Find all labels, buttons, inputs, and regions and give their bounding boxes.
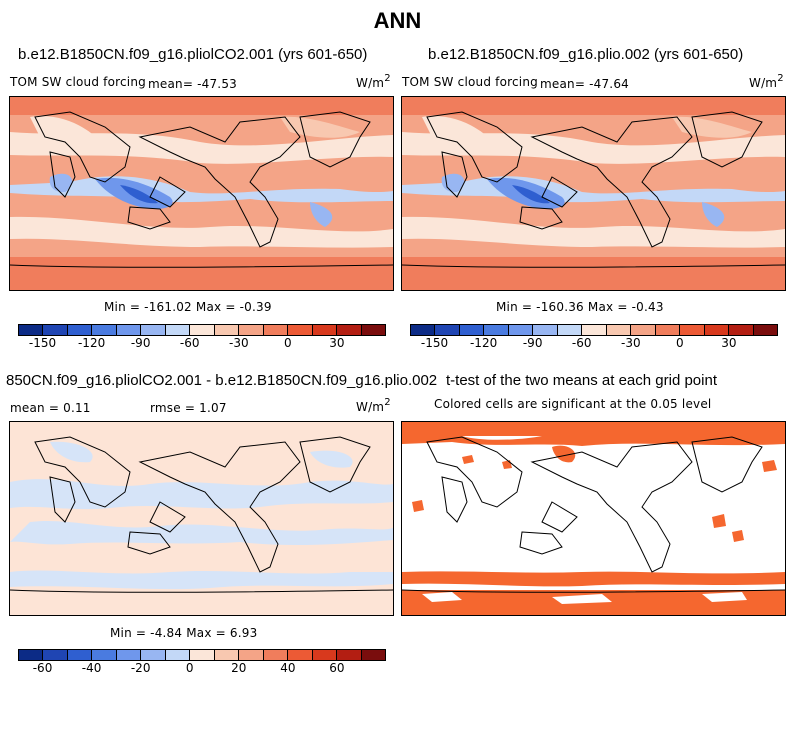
colorbar-swatch	[141, 650, 166, 660]
panel-title-bottom-left: 850CN.f09_g16.pliolCO2.001 - b.e12.B1850…	[6, 372, 438, 389]
colorbar-swatch	[67, 325, 93, 335]
panel-title-top-left: b.e12.B1850CN.f09_g16.pliolCO2.001 (yrs …	[18, 46, 368, 63]
figure-title: ANN	[373, 8, 422, 33]
colorbar-tick-label: -40	[81, 661, 102, 675]
colorbar-tick-label: 30	[329, 336, 345, 350]
colorbar-tick-label: -90	[522, 336, 543, 350]
colorbar-swatch	[288, 325, 313, 335]
rmse-label-bottom-left: rmse = 1.07	[150, 401, 227, 415]
map-diff-svg	[10, 422, 393, 615]
colorbar-swatch	[655, 325, 681, 335]
colorbar-tick-label: 0	[676, 336, 684, 350]
colorbar-ticks-top-left: -150 -120 -90 -60 -30 0 30	[18, 336, 384, 352]
minmax-label-top-right: Min = -160.36 Max = -0.43	[496, 300, 664, 314]
colorbar-swatch	[263, 325, 289, 335]
panel-title-bottom-right: t-test of the two means at each grid poi…	[446, 372, 717, 389]
colorbar-swatch	[312, 325, 338, 335]
colorbar-swatch	[19, 650, 44, 660]
colorbar-field-top-right	[410, 324, 778, 336]
colorbar-tick-label: -60	[571, 336, 592, 350]
colorbar-swatch	[631, 325, 656, 335]
colorbar-tick-label: 0	[185, 661, 194, 675]
colorbar-swatch	[239, 325, 264, 335]
colorbar-tick-label: 20	[231, 661, 247, 675]
colorbar-tick-label: 40	[280, 661, 296, 675]
map-field-svg	[402, 97, 785, 290]
colorbar-difference	[18, 649, 386, 661]
colorbar-swatch	[704, 325, 730, 335]
colorbar-swatch	[411, 325, 436, 335]
colorbar-swatch	[19, 325, 44, 335]
colorbar-tick-label: -30	[620, 336, 641, 350]
map-sw-cloud-forcing-plio-lco2	[9, 96, 394, 291]
colorbar-swatch	[214, 325, 240, 335]
significance-note: Colored cells are significant at the 0.0…	[434, 397, 712, 411]
map-t-test-significance	[401, 421, 786, 616]
colorbar-swatch	[165, 325, 191, 335]
colorbar-swatch	[361, 650, 386, 660]
map-ttest-svg	[402, 422, 785, 615]
colorbar-swatch	[43, 325, 68, 335]
colorbar-ticks-difference: -60 -40 -20 0 20 40 60	[18, 661, 384, 677]
colorbar-ticks-top-right: -150 -120 -90 -60 -30 0 30	[410, 336, 776, 352]
units-label-top-left: W/m2	[356, 73, 391, 90]
colorbar-tick-label: -120	[77, 336, 106, 350]
colorbar-swatch	[729, 325, 754, 335]
colorbar-tick-label: -90	[130, 336, 151, 350]
colorbar-swatch	[533, 325, 558, 335]
colorbar-tick-label: -30	[228, 336, 249, 350]
colorbar-swatch	[116, 325, 142, 335]
colorbar-swatch	[582, 325, 607, 335]
colorbar-swatch	[337, 325, 362, 335]
minmax-label-top-left: Min = -161.02 Max = -0.39	[104, 300, 272, 314]
colorbar-tick-label: -60	[32, 661, 53, 675]
colorbar-swatch	[753, 325, 778, 335]
colorbar-swatch	[263, 650, 289, 660]
colorbar-tick-label: 0	[284, 336, 292, 350]
map-sw-cloud-forcing-plio	[401, 96, 786, 291]
colorbar-swatch	[361, 325, 386, 335]
colorbar-tick-label: -20	[130, 661, 151, 675]
mean-label-top-right: mean= -47.64	[540, 77, 629, 91]
colorbar-tick-label: -60	[179, 336, 200, 350]
colorbar-tick-label: -120	[469, 336, 498, 350]
colorbar-swatch	[459, 325, 485, 335]
colorbar-swatch	[92, 650, 117, 660]
colorbar-swatch	[288, 650, 313, 660]
colorbar-swatch	[190, 650, 215, 660]
colorbar-tick-label: 30	[721, 336, 737, 350]
map-field-svg	[10, 97, 393, 290]
variable-label-top-right: TOM SW cloud forcing	[402, 75, 538, 89]
colorbar-tick-label: -150	[420, 336, 449, 350]
colorbar-swatch	[606, 325, 632, 335]
colorbar-swatch	[435, 325, 460, 335]
mean-label-bottom-left: mean = 0.11	[10, 401, 91, 415]
colorbar-swatch	[165, 650, 191, 660]
colorbar-swatch	[337, 650, 362, 660]
colorbar-tick-label: 60	[329, 661, 345, 675]
colorbar-swatch	[141, 325, 166, 335]
colorbar-swatch	[116, 650, 142, 660]
colorbar-swatch	[92, 325, 117, 335]
colorbar-field-top-left	[18, 324, 386, 336]
map-difference	[9, 421, 394, 616]
colorbar-swatch	[190, 325, 215, 335]
colorbar-swatch	[312, 650, 338, 660]
colorbar-swatch	[43, 650, 68, 660]
minmax-label-bottom-left: Min = -4.84 Max = 6.93	[110, 626, 258, 640]
colorbar-swatch	[484, 325, 509, 335]
colorbar-swatch	[214, 650, 240, 660]
colorbar-swatch	[239, 650, 264, 660]
mean-label-top-left: mean= -47.53	[148, 77, 237, 91]
units-label-top-right: W/m2	[749, 73, 784, 90]
panel-title-top-right: b.e12.B1850CN.f09_g16.plio.002 (yrs 601-…	[428, 46, 744, 63]
colorbar-tick-label: -150	[28, 336, 57, 350]
units-label-bottom-left: W/m2	[356, 397, 391, 414]
colorbar-swatch	[508, 325, 534, 335]
colorbar-swatch	[557, 325, 583, 335]
colorbar-swatch	[680, 325, 705, 335]
variable-label-top-left: TOM SW cloud forcing	[10, 75, 146, 89]
colorbar-swatch	[67, 650, 93, 660]
